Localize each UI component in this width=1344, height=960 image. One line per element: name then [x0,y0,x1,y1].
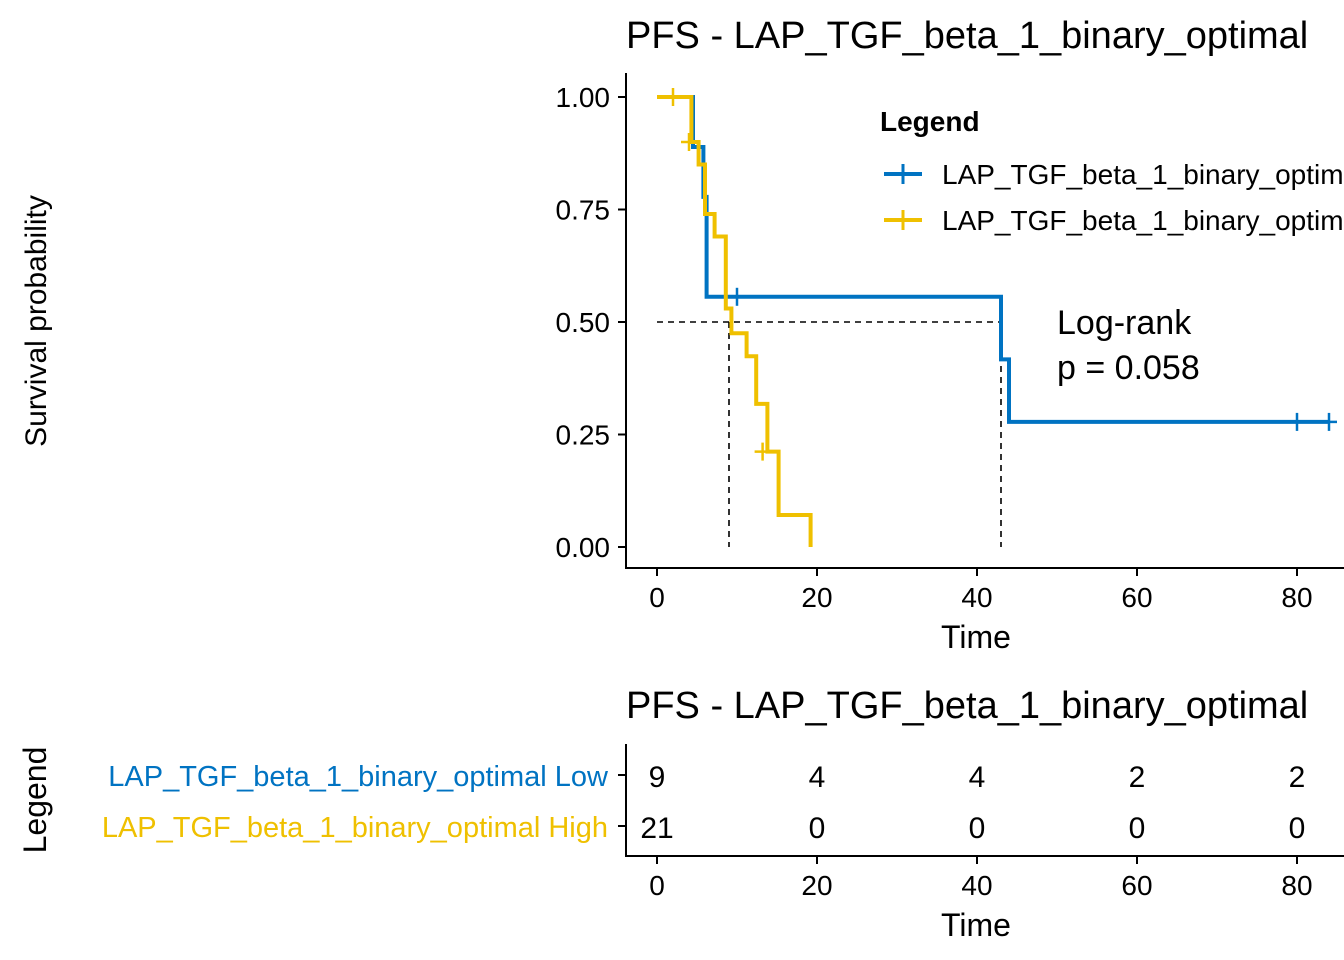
km-y-tick-label: 0.25 [556,420,611,451]
risk-table: PFS - LAP_TGF_beta_1_binary_optimal Lege… [17,685,1344,943]
risk-table-x-tick-label: 0 [649,870,665,901]
km-y-tick-label: 0.50 [556,307,611,338]
risk-table-x-tick-label: 80 [1281,870,1312,901]
km-x-tick-label: 40 [961,582,992,613]
risk-table-row: LAP_TGF_beta_1_binary_optimal High 21 0 0 0 0 [102,812,1306,845]
risk-table-cell: 2 [1129,761,1146,794]
legend-title: Legend [880,106,980,137]
km-y-ticks: 0.00 0.25 0.50 0.75 1.00 [556,82,626,563]
log-rank-label: Log-rank [1057,304,1192,342]
p-value-label: p = 0.058 [1057,349,1200,387]
km-x-tick-label: 80 [1281,582,1312,613]
risk-table-x-tick-label: 60 [1121,870,1152,901]
survival-step-line [657,95,813,547]
legend-item-label: LAP_TGF_beta_1_binary_optimal Low [942,159,1344,190]
km-x-ticks: 0 20 40 60 80 [649,568,1313,613]
km-legend: Legend LAP_TGF_beta_1_binary_optimal Low… [880,106,1344,236]
km-y-axis-label: Survival probability [20,195,53,447]
risk-table-cell: 4 [809,761,826,794]
risk-table-row: LAP_TGF_beta_1_binary_optimal Low 9 4 4 2 2 [108,761,1305,794]
km-y-tick-label: 0.00 [556,532,611,563]
legend-item: LAP_TGF_beta_1_binary_optimal Low [884,159,1344,190]
km-y-tick-label: 1.00 [556,82,611,113]
risk-table-cell: 0 [809,812,826,845]
risk-table-row-label: LAP_TGF_beta_1_binary_optimal High [102,812,608,844]
risk-table-x-tick-label: 40 [961,870,992,901]
km-x-axis-label: Time [941,619,1011,655]
survival-curve-low [657,95,1337,431]
risk-table-cell: 0 [1129,812,1146,845]
risk-table-cell: 9 [649,761,666,794]
log-rank-annotation: Log-rank p = 0.058 [1057,304,1200,387]
km-x-tick-label: 0 [649,582,665,613]
risk-table-cell: 4 [969,761,986,794]
risk-table-x-ticks: 0 20 40 60 80 [649,856,1313,901]
risk-table-rows: LAP_TGF_beta_1_binary_optimal Low 9 4 4 2 2LA… [102,761,1306,845]
median-survival-lines [657,321,1002,547]
risk-table-cell: 21 [640,812,673,845]
km-x-tick-label: 20 [801,582,832,613]
km-y-tick-label: 0.75 [556,195,611,226]
risk-table-cell: 2 [1289,761,1306,794]
risk-table-cell: 0 [1289,812,1306,845]
legend-item: LAP_TGF_beta_1_binary_optimal High [884,205,1344,236]
risk-table-y-label: Legend [17,747,53,854]
legend-item-label: LAP_TGF_beta_1_binary_optimal High [942,205,1344,236]
survival-curves [657,88,1337,547]
risk-table-title: PFS - LAP_TGF_beta_1_binary_optimal [626,685,1308,727]
legend-items: LAP_TGF_beta_1_binary_optimal Low LAP_TGF… [884,159,1344,236]
risk-table-x-tick-label: 20 [801,870,832,901]
km-title: PFS - LAP_TGF_beta_1_binary_optimal [626,15,1308,57]
km-x-tick-label: 60 [1121,582,1152,613]
km-plot: PFS - LAP_TGF_beta_1_binary_optimal Surv… [20,15,1344,655]
risk-table-cell: 0 [969,812,986,845]
survival-curve-high [657,88,813,547]
risk-table-row-label: LAP_TGF_beta_1_binary_optimal Low [108,761,609,793]
risk-table-x-axis-label: Time [941,907,1011,943]
